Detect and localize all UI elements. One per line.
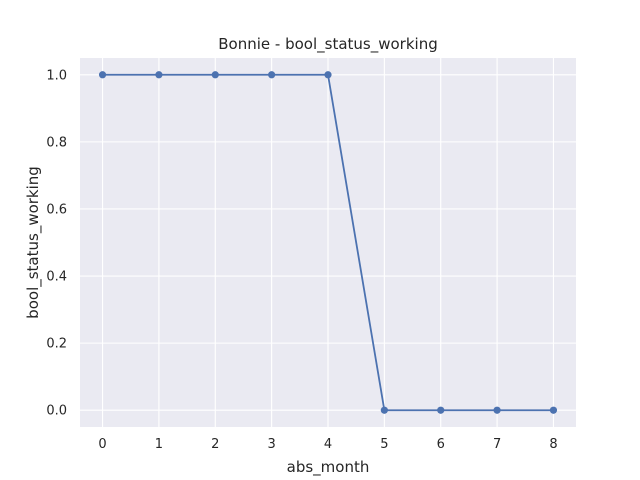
x-axis-label: abs_month <box>287 458 370 477</box>
y-tick-label: 0.0 <box>46 404 67 419</box>
y-tick-label: 0.2 <box>46 337 67 352</box>
x-tick-label: 3 <box>267 437 275 452</box>
x-tick-label: 5 <box>380 437 388 452</box>
data-point <box>549 406 558 414</box>
data-point <box>98 71 107 79</box>
y-axis-label: bool_status_working <box>24 166 43 319</box>
y-tick-label: 0.4 <box>46 270 67 285</box>
y-tick-label: 1.0 <box>46 68 67 83</box>
x-tick-label: 6 <box>437 437 445 452</box>
x-tick-label: 0 <box>98 437 106 452</box>
chart-title: Bonnie - bool_status_working <box>218 35 437 54</box>
x-tick-label: 4 <box>324 437 332 452</box>
x-tick-label: 7 <box>493 437 501 452</box>
data-point <box>324 71 332 79</box>
data-point <box>493 406 501 414</box>
series-layer <box>98 71 558 414</box>
y-tick-label: 0.8 <box>46 135 67 150</box>
data-point <box>437 406 445 414</box>
data-point <box>211 71 219 79</box>
tick-labels: 0 1 2 3 4 5 6 7 8 0.0 0.2 0.4 0.6 0.8 1.0 <box>46 68 557 452</box>
x-tick-label: 1 <box>155 437 163 452</box>
data-point <box>380 406 388 414</box>
data-point <box>155 71 163 79</box>
x-tick-label: 8 <box>549 437 557 452</box>
data-point <box>268 71 276 79</box>
x-tick-label: 2 <box>211 437 219 452</box>
y-tick-label: 0.6 <box>46 202 67 217</box>
